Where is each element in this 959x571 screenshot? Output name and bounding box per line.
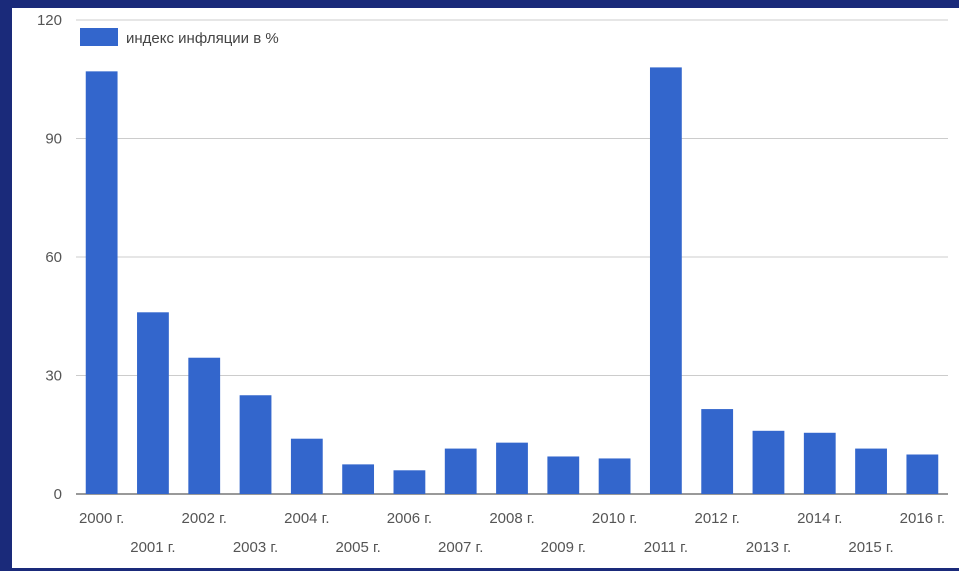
bar xyxy=(803,432,836,494)
bar xyxy=(752,430,785,494)
x-tick-label: 2010 г. xyxy=(592,510,637,527)
legend-label: индекс инфляции в % xyxy=(126,30,279,47)
x-tick-label: 2001 г. xyxy=(130,539,175,556)
legend-swatch xyxy=(80,28,118,46)
x-tick-label: 2012 г. xyxy=(694,510,739,527)
x-tick-label: 2013 г. xyxy=(746,539,791,556)
y-tick-label: 30 xyxy=(45,368,62,385)
x-tick-label: 2000 г. xyxy=(79,510,124,527)
bar xyxy=(906,454,939,494)
x-tick-label: 2008 г. xyxy=(489,510,534,527)
bar xyxy=(496,442,528,494)
x-tick-label: 2004 г. xyxy=(284,510,329,527)
bar xyxy=(85,71,118,494)
chart-card: 0 30 60 90 120 2000 г. 2001 г. 2002 г. 2003 г. 2… xyxy=(12,8,959,568)
x-tick-label: 2014 г. xyxy=(797,510,842,527)
bar xyxy=(342,464,375,494)
y-tick-label: 90 xyxy=(45,131,62,148)
bar xyxy=(239,395,272,494)
x-tick-label: 2005 г. xyxy=(335,539,380,556)
x-tick-label: 2009 г. xyxy=(541,539,586,556)
x-tick-label: 2016 г. xyxy=(900,510,945,527)
bar xyxy=(855,448,887,494)
bar xyxy=(598,458,631,494)
x-tick-label: 2003 г. xyxy=(233,539,278,556)
bar xyxy=(137,312,169,494)
bar xyxy=(393,470,426,494)
bar xyxy=(290,438,323,494)
y-tick-label: 0 xyxy=(54,486,62,503)
x-tick-label: 2011 г. xyxy=(644,539,688,556)
bars xyxy=(85,67,939,495)
y-tick-label: 60 xyxy=(45,249,62,266)
bar xyxy=(188,357,221,494)
y-tick-label: 120 xyxy=(37,12,62,29)
x-tick-label: 2006 г. xyxy=(387,510,432,527)
bar xyxy=(547,456,580,494)
x-tick-label: 2015 г. xyxy=(848,539,893,556)
bar xyxy=(444,448,477,494)
x-axis-ticks: 2000 г. 2001 г. 2002 г. 2003 г. 2004 г. 2005 … xyxy=(79,510,945,556)
x-tick-label: 2002 г. xyxy=(182,510,227,527)
x-tick-label: 2007 г. xyxy=(438,539,483,556)
gridlines xyxy=(76,19,948,495)
y-axis-ticks: 0 30 60 90 120 xyxy=(37,12,62,503)
bar xyxy=(701,409,734,494)
bar xyxy=(649,67,682,495)
legend: индекс инфляции в % xyxy=(80,28,279,47)
